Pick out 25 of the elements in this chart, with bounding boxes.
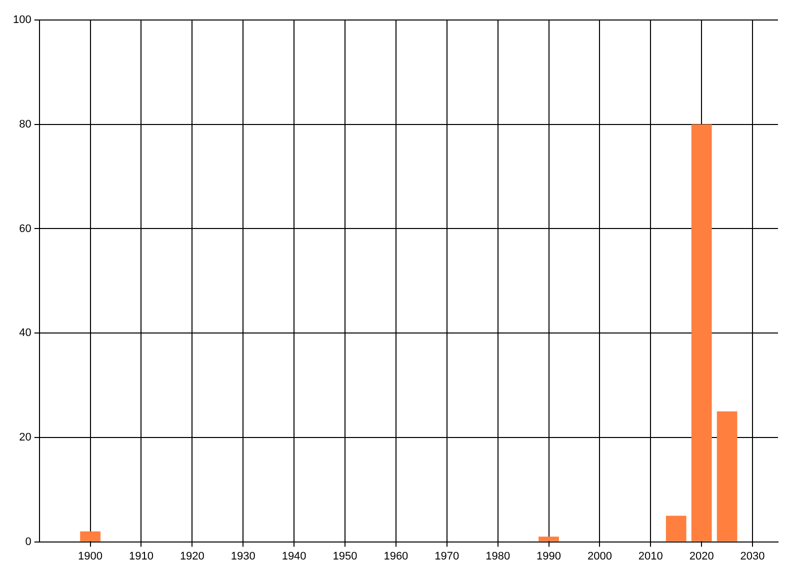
x-tick-label: 1920 [180,550,204,562]
bar [666,516,686,542]
x-tick-label: 2020 [689,550,714,562]
bar [538,536,559,542]
x-tick-label: 1930 [230,550,256,562]
y-tick-label: 100 [12,14,32,26]
x-tick-label: 2000 [587,550,612,562]
y-tick-label: 40 [19,327,32,340]
y-tick-label: 0 [25,536,32,548]
bar [716,411,738,542]
x-tick-label: 1960 [384,550,408,562]
bar [691,124,712,542]
y-tick-label: 60 [19,222,32,235]
y-tick-label: 80 [19,118,32,130]
x-tick-label: 1980 [486,550,510,562]
x-tick-label: 1900 [78,550,103,562]
x-tick-label: 1940 [282,550,306,562]
bar [80,531,100,542]
x-tick-label: 2030 [740,550,765,562]
x-tick-label: 1910 [128,550,154,562]
x-tick-label: 1970 [434,550,460,562]
y-tick-label: 20 [19,431,32,444]
x-tick-label: 2010 [638,550,663,562]
x-tick-label: 1990 [536,550,562,562]
x-tick-label: 1950 [332,550,358,562]
